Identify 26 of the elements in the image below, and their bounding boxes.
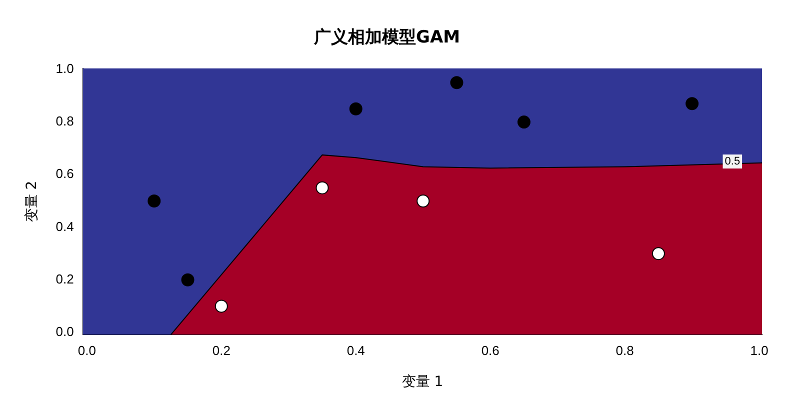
- y-tick-label: 0.8: [56, 114, 74, 129]
- y-tick-label: 0.6: [56, 166, 74, 182]
- x-tick-label: 0.0: [78, 342, 96, 358]
- point: [416, 194, 430, 208]
- y-tick-label: 0.4: [56, 218, 74, 234]
- point: [652, 247, 665, 260]
- y-axis-title: 变量 2: [24, 180, 40, 222]
- point: [517, 116, 530, 129]
- point: [316, 181, 329, 194]
- point: [349, 102, 362, 116]
- chart-title: 广义相加模型GAM: [312, 28, 460, 48]
- point: [181, 273, 194, 286]
- annotation: 0.5: [724, 156, 740, 168]
- point: [214, 300, 228, 313]
- point: [686, 97, 699, 110]
- x-axis-title: 变量 1: [402, 374, 444, 390]
- x-tick-label: 0.2: [212, 342, 230, 358]
- x-tick-label: 0.4: [346, 342, 365, 358]
- y-tick-label: 0.2: [56, 271, 74, 286]
- x-tick-label: 1.0: [750, 342, 768, 358]
- y-tick-label: 1.0: [56, 61, 74, 76]
- point: [148, 194, 161, 208]
- point: [450, 76, 464, 90]
- x-tick-label: 0.6: [481, 342, 500, 358]
- x-tick-label: 0.8: [616, 342, 634, 358]
- y-tick-label: 0.0: [56, 324, 74, 340]
